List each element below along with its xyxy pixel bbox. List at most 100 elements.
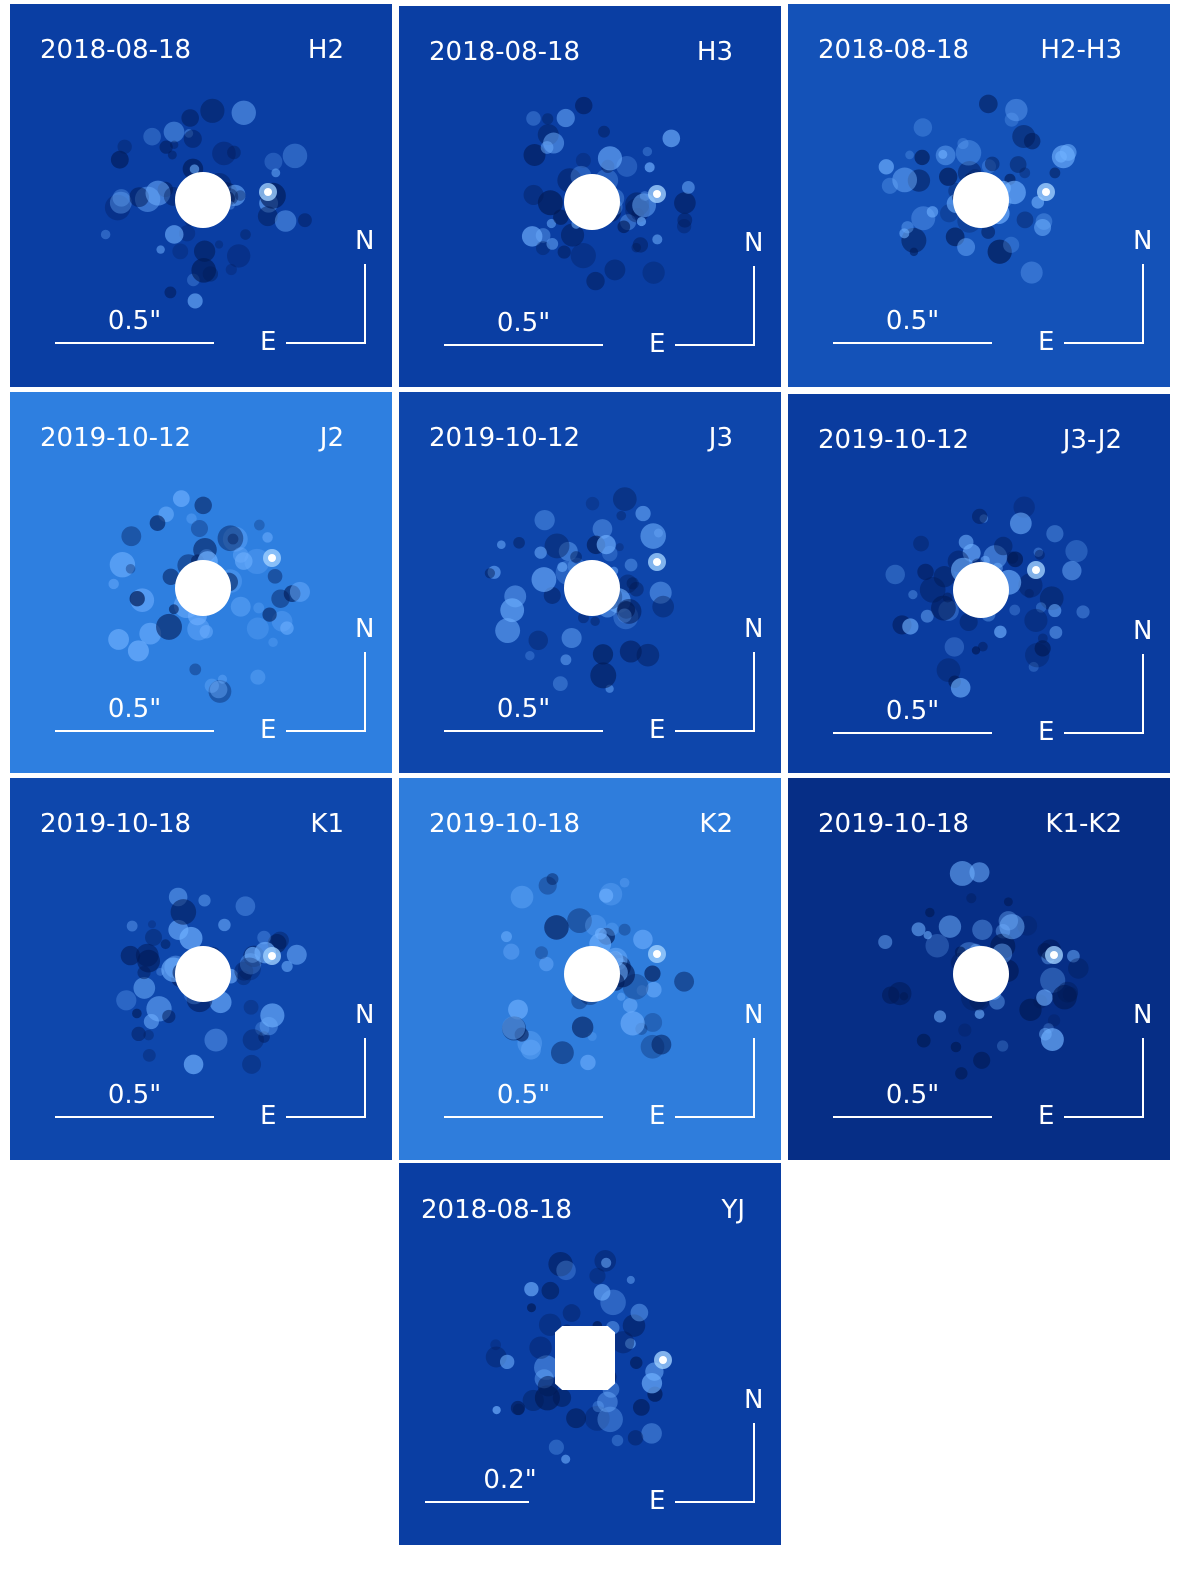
speckle	[163, 121, 185, 143]
compass-east-arm	[286, 1116, 366, 1118]
speckle	[590, 616, 600, 627]
speckle	[584, 1405, 610, 1431]
compass-north-arm	[753, 652, 755, 732]
speckle	[1049, 167, 1061, 179]
date-label: 2019-10-18	[40, 809, 192, 839]
speckle	[885, 564, 905, 585]
image-panel-h3: 2018-08-18 H3 0.5" N E	[399, 6, 781, 387]
speckle	[100, 229, 111, 240]
speckle	[553, 209, 569, 225]
speckle	[617, 992, 626, 1001]
speckle	[649, 581, 672, 604]
speckle	[561, 1454, 571, 1464]
compass-north-label: N	[1133, 1000, 1153, 1030]
band-label: YJ	[721, 1195, 745, 1225]
speckle	[133, 977, 156, 999]
band-label: J3	[708, 423, 733, 453]
scale-label: 0.5"	[107, 1080, 162, 1110]
compass-north-label: N	[744, 1385, 764, 1415]
image-panel-k1: 2019-10-18 K1 0.5" N E	[10, 778, 392, 1160]
speckle	[1016, 211, 1034, 229]
speckle	[1049, 626, 1063, 639]
speckle	[1037, 633, 1048, 644]
speckle	[950, 1041, 962, 1053]
speckle	[1039, 1027, 1052, 1041]
speckle	[132, 1008, 142, 1019]
speckle	[160, 939, 171, 950]
companion-source	[659, 1356, 667, 1364]
speckle	[108, 578, 119, 590]
speckle	[674, 971, 695, 992]
compass-east-arm	[1064, 732, 1144, 734]
band-label: K1-K2	[1045, 809, 1122, 839]
speckle	[271, 931, 289, 950]
speckle	[508, 999, 528, 1020]
speckle	[204, 678, 219, 693]
coronagraph-mask	[564, 174, 620, 230]
speckle	[283, 585, 301, 603]
speckle	[139, 622, 162, 645]
speckle	[629, 581, 644, 597]
speckle	[109, 552, 136, 578]
scale-label: 0.5"	[107, 694, 162, 724]
speckle	[129, 591, 145, 607]
speckle	[562, 1304, 581, 1322]
scale-label: 0.2"	[483, 1465, 537, 1495]
speckle	[878, 159, 894, 175]
speckle	[548, 1251, 573, 1277]
speckle	[1025, 642, 1050, 668]
speckle	[159, 140, 173, 154]
compass-north-arm	[753, 266, 755, 346]
speckle	[1047, 1014, 1061, 1027]
speckle	[529, 1336, 552, 1359]
speckle	[282, 143, 308, 169]
speckle	[162, 1009, 176, 1024]
speckle	[1020, 261, 1043, 284]
compass-east-label: E	[1038, 327, 1055, 357]
speckle	[642, 261, 665, 284]
speckle	[531, 567, 557, 592]
speckle	[979, 514, 989, 523]
speckle	[526, 111, 541, 126]
speckle	[237, 957, 261, 981]
speckle	[593, 1284, 611, 1301]
speckle	[601, 1257, 612, 1268]
speckle	[1007, 551, 1024, 568]
speckle	[1034, 640, 1051, 657]
speckle	[557, 562, 568, 573]
speckle	[644, 965, 661, 982]
speckle	[534, 509, 555, 531]
speckle	[286, 944, 307, 965]
speckle	[677, 212, 693, 228]
speckle	[1009, 156, 1027, 173]
speckle	[170, 899, 197, 925]
speckle	[281, 960, 293, 973]
speckle	[250, 669, 266, 685]
speckle	[258, 1031, 270, 1043]
scale-bar	[444, 1116, 603, 1118]
image-panel-k2: 2019-10-18 K2 0.5" N E	[399, 778, 781, 1160]
speckle	[1055, 150, 1067, 163]
compass-east-arm	[286, 730, 366, 732]
scale-label: 0.5"	[496, 694, 551, 724]
speckle	[499, 1354, 515, 1370]
speckle	[911, 206, 936, 231]
speckle	[1004, 112, 1019, 127]
compass-east-label: E	[1038, 1101, 1055, 1131]
scale-label: 0.5"	[496, 1080, 551, 1110]
speckle	[1033, 547, 1044, 558]
band-label: H3	[696, 37, 733, 67]
band-label: K1	[310, 809, 344, 839]
compass-east-label: E	[260, 715, 277, 745]
compass-north-label: N	[744, 1000, 764, 1030]
speckle	[298, 213, 312, 228]
coronagraph-mask	[953, 946, 1009, 1002]
speckle	[548, 1439, 564, 1455]
speckle	[546, 873, 559, 886]
speckle	[262, 607, 277, 622]
speckle	[226, 244, 251, 268]
speckle	[1018, 573, 1043, 598]
scale-bar	[833, 1116, 992, 1118]
speckle	[262, 532, 273, 543]
speckle	[231, 100, 256, 125]
